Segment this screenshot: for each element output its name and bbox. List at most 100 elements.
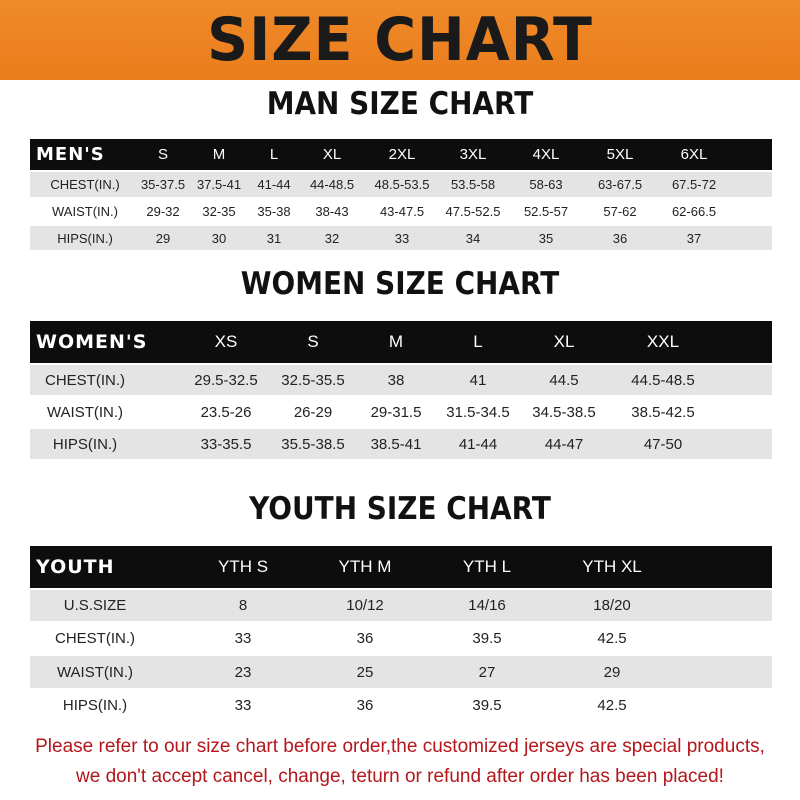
women-title: WOMEN SIZE CHART: [240, 266, 560, 302]
table-cell: 44-48.5: [309, 177, 355, 192]
table-cell: 31.5-34.5: [446, 403, 510, 421]
table-cell: 52.5-57: [523, 204, 569, 219]
table-cell: 57-62: [603, 204, 637, 219]
row-label: CHEST(IN.): [45, 371, 125, 389]
notice-line-1: Please refer to our size chart before or…: [35, 736, 765, 757]
table-cell: 37.5-41: [196, 177, 242, 192]
header-row: YOUTH YTH S YTH M YTH L YTH XL: [30, 546, 772, 588]
table-cell: 8: [238, 597, 248, 614]
table-cell: 39.5: [472, 697, 502, 714]
table-cell: 32-35: [202, 204, 236, 219]
size-header: YTH S: [217, 557, 269, 576]
header-row: MEN'S S M L XL 2XL 3XL 4XL 5XL 6XL: [30, 139, 772, 170]
table-cell: 32: [324, 230, 340, 246]
table-cell: 36: [356, 697, 374, 714]
table-cell: 33: [234, 697, 252, 714]
table-cell: 14/16: [468, 597, 506, 614]
table-cell: 33-35.5: [200, 435, 252, 453]
table-row: WAIST(IN.) 23.5-26 26-29 29-31.5 31.5-34.5 34…: [30, 397, 772, 427]
table-cell: 29: [603, 663, 621, 681]
table-cell: 32.5-35.5: [281, 371, 345, 389]
size-header: L: [269, 146, 279, 163]
table-cell: 29.5-32.5: [194, 371, 258, 389]
size-header: 2XL: [388, 146, 416, 163]
table-cell: 44.5: [549, 371, 579, 389]
size-header: YTH XL: [582, 557, 642, 576]
row-label: HIPS(IN.): [62, 697, 128, 714]
table-cell: 23.5-26: [200, 403, 252, 421]
row-label: HIPS(IN.): [52, 435, 118, 453]
row-label: HIPS(IN.): [57, 230, 113, 246]
men-size-table: MEN'S S M L XL 2XL 3XL 4XL 5XL 6XL CHEST(IN.) 35-37…: [30, 139, 772, 250]
table-cell: 36: [612, 230, 628, 246]
size-header: M: [212, 146, 226, 163]
table-cell: 38: [387, 371, 405, 389]
table-cell: 53.5-58: [450, 177, 496, 192]
table-row: CHEST(IN.) 35-37.5 37.5-41 41-44 44-48.5 48.5…: [30, 172, 772, 197]
youth-size-table: YOUTH YTH S YTH M YTH L YTH XL U.S.SIZE 8 10/12…: [30, 546, 772, 721]
table-label: MEN'S: [36, 144, 105, 165]
table-cell: 37: [686, 230, 702, 246]
table-row: CHEST(IN.) 29.5-32.5 32.5-35.5 38 41 44.5 44.5…: [30, 365, 772, 395]
men-title: MAN SIZE CHART: [266, 86, 534, 122]
table-cell: 41-44: [257, 177, 291, 192]
notice-line-2: we don't accept cancel, change, teturn o…: [76, 766, 724, 787]
women-size-table: WOMEN'S XS S M L XL XXL CHEST(IN.) 29.5-32.5 32.5…: [30, 321, 772, 459]
table-cell: 47-50: [643, 435, 683, 453]
table-cell: 47.5-52.5: [445, 204, 501, 219]
table-cell: 35.5-38.5: [281, 435, 345, 453]
table-row: HIPS(IN.) 29 30 31 32 33 34 35 36 37: [30, 226, 772, 250]
table-row: CHEST(IN.) 33 36 39.5 42.5: [30, 623, 772, 654]
row-label: U.S.SIZE: [63, 597, 127, 614]
table-cell: 38-43: [315, 204, 349, 219]
table-cell: 29-32: [146, 204, 180, 219]
row-label: CHEST(IN.): [50, 177, 120, 192]
table-cell: 48.5-53.5: [374, 177, 430, 192]
row-label: WAIST(IN.): [56, 663, 134, 681]
size-header: 4XL: [532, 146, 560, 163]
size-header: M: [388, 332, 404, 351]
row-label: CHEST(IN.): [55, 630, 135, 647]
table-cell: 67.5-72: [671, 177, 717, 192]
table-label: YOUTH: [36, 556, 115, 578]
size-header: XXL: [646, 332, 680, 351]
table-cell: 27: [478, 663, 496, 681]
table-cell: 38.5-41: [370, 435, 422, 453]
table-row: HIPS(IN.) 33-35.5 35.5-38.5 38.5-41 41-44 44-…: [30, 429, 772, 459]
youth-title: YOUTH SIZE CHART: [249, 491, 551, 527]
size-header: XS: [214, 332, 238, 351]
table-cell: 39.5: [472, 630, 502, 647]
table-cell: 26-29: [293, 403, 333, 421]
table-cell: 58-63: [529, 177, 563, 192]
table-cell: 63-67.5: [597, 177, 643, 192]
table-cell: 35: [538, 230, 554, 246]
table-cell: 34: [465, 230, 481, 246]
header-row: WOMEN'S XS S M L XL XXL: [30, 321, 772, 363]
size-header: XL: [553, 332, 575, 351]
size-header: YTH M: [338, 557, 392, 576]
size-header: 3XL: [459, 146, 487, 163]
row-label: WAIST(IN.): [46, 403, 124, 421]
table-cell: 41-44: [458, 435, 498, 453]
table-cell: 38.5-42.5: [631, 403, 695, 421]
table-cell: 35-37.5: [140, 177, 186, 192]
table-cell: 18/20: [593, 597, 631, 614]
size-header: YTH L: [462, 557, 512, 576]
table-cell: 62-66.5: [671, 204, 717, 219]
table-cell: 43-47.5: [379, 204, 425, 219]
table-cell: 41: [469, 371, 487, 389]
banner-title: SIZE CHART: [207, 5, 593, 75]
table-cell: 25: [356, 663, 374, 681]
table-cell: 31: [266, 230, 282, 246]
table-cell: 42.5: [597, 630, 627, 647]
table-cell: 23: [234, 663, 252, 681]
table-cell: 33: [394, 230, 410, 246]
size-header: S: [307, 332, 319, 351]
table-label: WOMEN'S: [36, 331, 148, 353]
table-row: HIPS(IN.) 33 36 39.5 42.5: [30, 690, 772, 721]
size-header: 6XL: [680, 146, 708, 163]
table-cell: 10/12: [346, 597, 384, 614]
table-cell: 29: [155, 230, 171, 246]
table-cell: 44.5-48.5: [631, 371, 695, 389]
table-cell: 35-38: [257, 204, 291, 219]
